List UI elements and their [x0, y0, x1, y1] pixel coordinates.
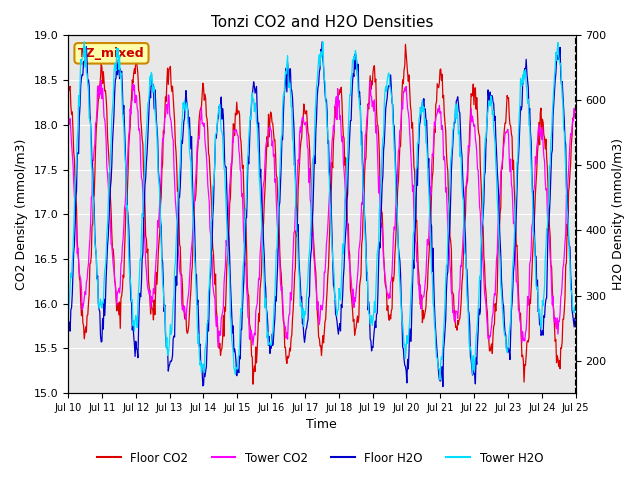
- X-axis label: Time: Time: [307, 419, 337, 432]
- Legend: Floor CO2, Tower CO2, Floor H2O, Tower H2O: Floor CO2, Tower CO2, Floor H2O, Tower H…: [92, 447, 548, 469]
- Title: Tonzi CO2 and H2O Densities: Tonzi CO2 and H2O Densities: [211, 15, 433, 30]
- Text: TZ_mixed: TZ_mixed: [78, 47, 145, 60]
- Y-axis label: CO2 Density (mmol/m3): CO2 Density (mmol/m3): [15, 139, 28, 290]
- Y-axis label: H2O Density (mmol/m3): H2O Density (mmol/m3): [612, 138, 625, 290]
